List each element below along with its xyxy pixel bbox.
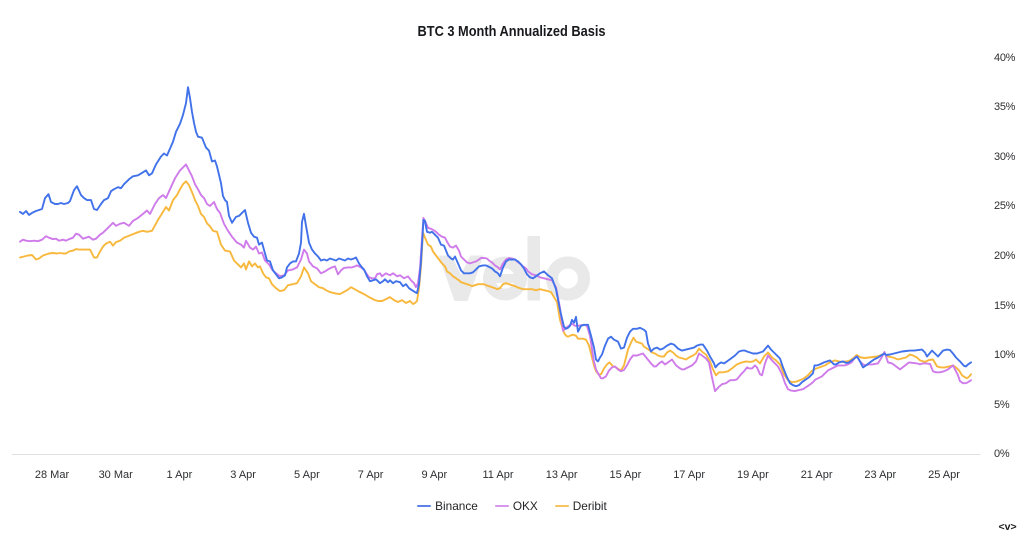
svg-text:BTC 3 Month Annualized Basis: BTC 3 Month Annualized Basis	[418, 23, 606, 40]
